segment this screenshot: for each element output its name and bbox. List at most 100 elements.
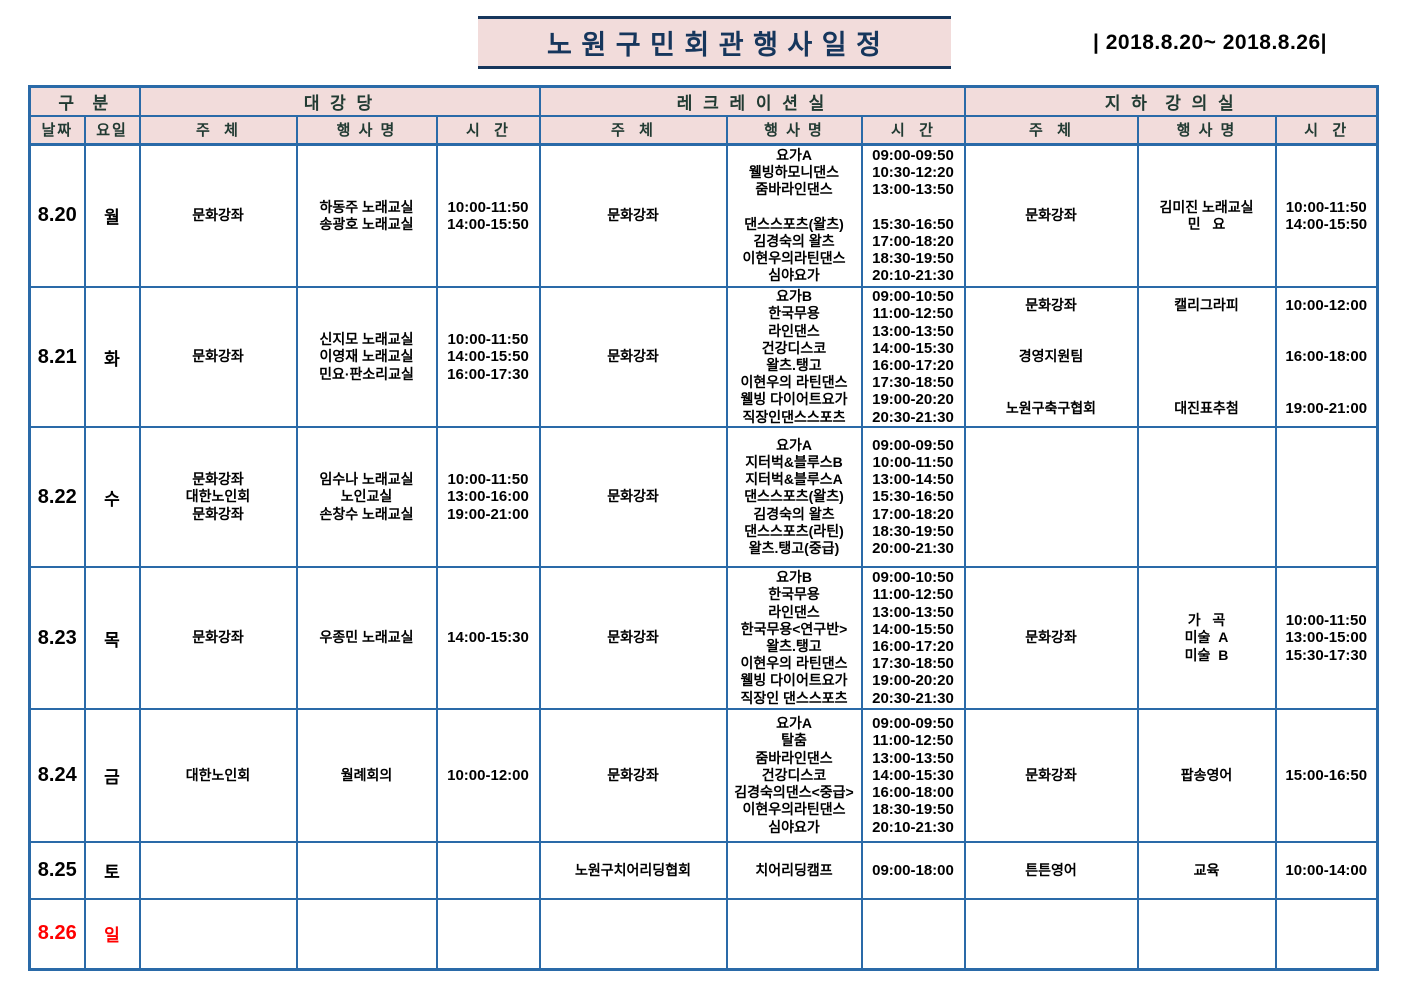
header-rec-host: 주 체 [538,115,728,146]
rec-time-cell: 09:00-09:50 10:30-12:20 13:00-13:50 15:3… [860,143,966,288]
day-cell: 수 [83,426,141,568]
basement-host-cell: 튼튼영어 [963,841,1139,900]
basement-time-cell: 10:00-14:00 [1274,841,1379,900]
rec-host-cell [538,898,728,970]
hall-event-cell: 우종민 노래교실 [295,566,438,710]
date-cell: 8.23 [28,566,86,710]
header-recreation: 레 크 레 이 션 실 [538,85,966,117]
basement-event-cell: 김미진 노래교실 민 요 [1136,143,1277,288]
basement-host-cell: 문화강좌 경영지원팀 노원구축구협회 [963,286,1139,428]
date-cell: 8.26 [28,898,86,970]
rec-time-cell: 09:00-09:50 11:00-12:50 13:00-13:50 14:0… [860,708,966,843]
rec-event-cell: 요가A 탈춤 줌바라인댄스 건강디스코 김경숙의댄스<중급> 이현우의라틴댄스 … [725,708,863,843]
basement-host-cell: 문화강좌 [963,566,1139,710]
rec-host-cell: 노원구치어리딩협회 [538,841,728,900]
rec-event-cell: 치어리딩캠프 [725,841,863,900]
table-row: 8.23 목 문화강좌 우종민 노래교실 14:00-15:30 문화강좌 요가… [28,566,1379,710]
header-rec-event: 행 사 명 [725,115,863,146]
hall-host-cell [138,898,298,970]
hall-time-cell: 14:00-15:30 [435,566,541,710]
rec-event-cell: 요가B 한국무용 라인댄스 한국무용<연구반> 왈츠.탱고 이현우의 라틴댄스 … [725,566,863,710]
hall-time-cell: 10:00-11:50 14:00-15:50 [435,143,541,288]
rec-host-cell: 문화강좌 [538,426,728,568]
hall-host-cell: 대한노인회 [138,708,298,843]
hall-event-cell: 임수나 노래교실 노인교실 손창수 노래교실 [295,426,438,568]
date-cell: 8.20 [28,143,86,288]
rec-time-cell: 09:00-10:50 11:00-12:50 13:00-13:50 14:0… [860,286,966,428]
basement-event-cell: 교육 [1136,841,1277,900]
hall-host-cell [138,841,298,900]
hall-time-cell [435,898,541,970]
basement-host-cell: 문화강좌 [963,143,1139,288]
rec-host-cell: 문화강좌 [538,286,728,428]
basement-host-cell: 문화강좌 [963,708,1139,843]
basement-time-cell [1274,426,1379,568]
hall-event-cell: 월례회의 [295,708,438,843]
hall-host-cell: 문화강좌 [138,143,298,288]
table-row: 8.26 일 [28,898,1379,970]
rec-time-cell: 09:00-10:50 11:00-12:50 13:00-13:50 14:0… [860,566,966,710]
header-hall-host: 주 체 [138,115,298,146]
header-hall: 대 강 당 [138,85,541,117]
hall-time-cell: 10:00-11:50 14:00-15:50 16:00-17:30 [435,286,541,428]
rec-time-cell: 09:00-09:50 10:00-11:50 13:00-14:50 15:3… [860,426,966,568]
hall-time-cell: 10:00-12:00 [435,708,541,843]
header-rec-time: 시 간 [860,115,966,146]
basement-event-cell: 팝송영어 [1136,708,1277,843]
table-row: 8.24 금 대한노인회 월례회의 10:00-12:00 문화강좌 요가A 탈… [28,708,1379,843]
rec-time-cell [860,898,966,970]
basement-time-cell: 10:00-11:50 14:00-15:50 [1274,143,1379,288]
basement-host-cell [963,426,1139,568]
basement-time-cell: 10:00-11:50 13:00-15:00 15:30-17:30 [1274,566,1379,710]
rec-host-cell: 문화강좌 [538,566,728,710]
hall-time-cell [435,841,541,900]
header-base-time: 시 간 [1274,115,1379,146]
date-range: | 2018.8.20~ 2018.8.26| [1093,31,1328,54]
hall-host-cell: 문화강좌 대한노인회 문화강좌 [138,426,298,568]
table-row: 8.20 월 문화강좌 하동주 노래교실 송광호 노래교실 10:00-11:5… [28,143,1379,288]
hall-event-cell: 하동주 노래교실 송광호 노래교실 [295,143,438,288]
header-base-event: 행 사 명 [1136,115,1277,146]
hall-event-cell [295,841,438,900]
day-cell: 금 [83,708,141,843]
basement-event-cell: 캘리그라피 대진표추첨 [1136,286,1277,428]
rec-host-cell: 문화강좌 [538,143,728,288]
table-row: 8.25 토 노원구치어리딩협회 치어리딩캠프 09:00-18:00 튼튼영어… [28,841,1379,900]
day-cell: 월 [83,143,141,288]
header-basement: 지 하 강 의 실 [963,85,1379,117]
hall-event-cell: 신지모 노래교실 이영재 노래교실 민요·판소리교실 [295,286,438,428]
date-cell: 8.24 [28,708,86,843]
rec-host-cell: 문화강좌 [538,708,728,843]
header-hall-time: 시 간 [435,115,541,146]
rec-time-cell: 09:00-18:00 [860,841,966,900]
header-subcol-row: 날짜 요일 주 체 행 사 명 시 간 주 체 행 사 명 시 간 주 체 행 … [28,115,1379,146]
schedule-table: 구 분 대 강 당 레 크 레 이 션 실 지 하 강 의 실 날짜 요일 주 … [28,85,1379,971]
table-row: 8.22 수 문화강좌 대한노인회 문화강좌 임수나 노래교실 노인교실 손창수… [28,426,1379,568]
table-row: 8.21 화 문화강좌 신지모 노래교실 이영재 노래교실 민요·판소리교실 1… [28,286,1379,428]
hall-time-cell: 10:00-11:50 13:00-16:00 19:00-21:00 [435,426,541,568]
header-venue-row: 구 분 대 강 당 레 크 레 이 션 실 지 하 강 의 실 [28,85,1379,117]
basement-host-cell [963,898,1139,970]
rec-event-cell [725,898,863,970]
date-cell: 8.21 [28,286,86,428]
header-base-host: 주 체 [963,115,1139,146]
day-cell: 목 [83,566,141,710]
basement-time-cell [1274,898,1379,970]
day-cell: 토 [83,841,141,900]
header-hall-event: 행 사 명 [295,115,438,146]
hall-host-cell: 문화강좌 [138,566,298,710]
header-day: 요일 [83,115,141,146]
header-date: 날짜 [28,115,86,146]
rec-event-cell: 요가A 지터벅&블루스B 지터벅&블루스A 댄스스포츠(왈츠) 김경숙의 왈츠 … [725,426,863,568]
day-cell: 일 [83,898,141,970]
page-title: 노 원 구 민 회 관 행 사 일 정 [478,16,951,69]
rec-event-cell: 요가A 웰빙하모니댄스 줌바라인댄스 댄스스포츠(왈츠) 김경숙의 왈츠 이현우… [725,143,863,288]
rec-event-cell: 요가B 한국무용 라인댄스 건강디스코 왈츠.탱고 이현우의 라틴댄스 웰빙 다… [725,286,863,428]
header-gubun: 구 분 [28,85,141,117]
hall-host-cell: 문화강좌 [138,286,298,428]
date-cell: 8.22 [28,426,86,568]
basement-event-cell [1136,426,1277,568]
basement-event-cell [1136,898,1277,970]
hall-event-cell [295,898,438,970]
date-cell: 8.25 [28,841,86,900]
